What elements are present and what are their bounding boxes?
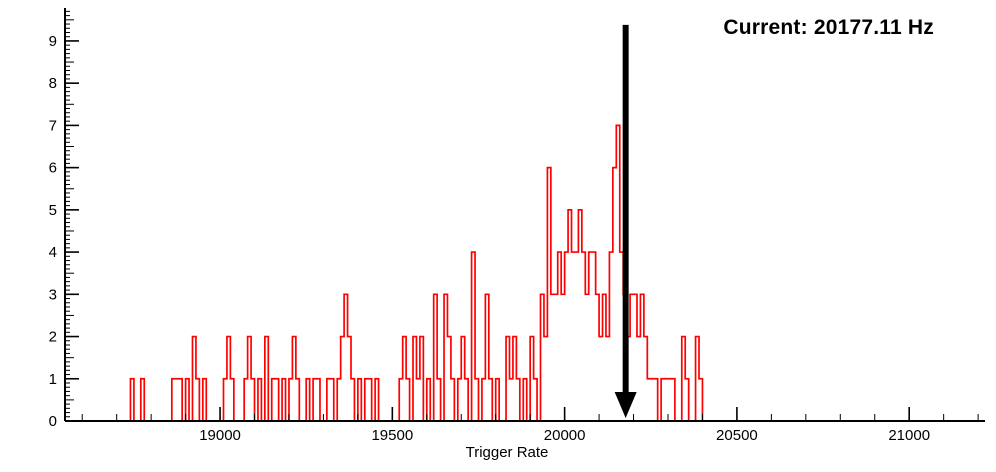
x-tick-label: 20500 — [716, 427, 758, 444]
y-tick-label: 9 — [49, 33, 57, 50]
x-tick-label: 20000 — [544, 427, 586, 444]
current-rate-annotation: Current: 20177.11 Hz — [723, 16, 934, 39]
x-tick-label: 19500 — [371, 427, 413, 444]
y-tick-label: 0 — [49, 413, 57, 430]
x-tick-label: 21000 — [888, 427, 930, 444]
x-axis-title: Trigger Rate — [465, 444, 549, 461]
y-tick-label: 3 — [49, 286, 57, 303]
y-tick-label: 7 — [49, 117, 57, 134]
y-tick-label: 1 — [49, 371, 57, 388]
current-rate-arrow-head — [614, 392, 637, 419]
y-tick-label: 8 — [49, 75, 57, 92]
histogram-series — [65, 124, 985, 422]
x-tick-label: 19000 — [199, 427, 241, 444]
y-tick-label: 4 — [49, 244, 57, 261]
y-tick-label: 5 — [49, 202, 57, 219]
y-tick-label: 6 — [49, 160, 57, 177]
y-tick-label: 2 — [49, 329, 57, 346]
